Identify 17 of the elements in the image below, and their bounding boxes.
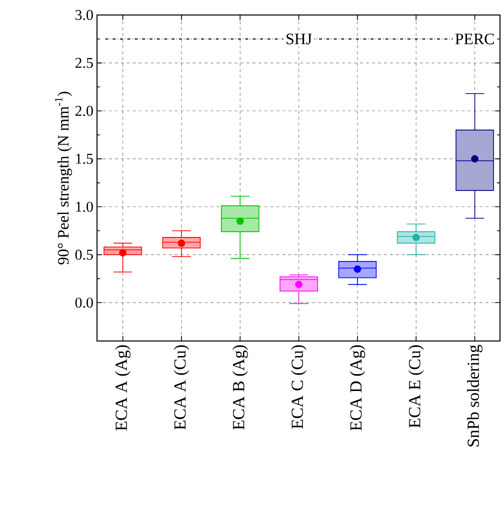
x-tick-label: ECA C (Cu) bbox=[291, 345, 306, 429]
x-tick-label: ECA A (Cu) bbox=[174, 345, 190, 430]
y-tick-label: 1.5 bbox=[76, 154, 93, 164]
x-tick-label: ECA D (Ag) bbox=[350, 345, 366, 431]
x-tick-label: ECA E (Cu) bbox=[408, 345, 424, 428]
y-tick-label: 0.5 bbox=[75, 250, 93, 260]
y-tick-label: 0.0 bbox=[75, 298, 93, 308]
annotation: PERC bbox=[455, 34, 494, 44]
y-tick-label: 2.0 bbox=[75, 106, 93, 116]
x-tick-label: ECA A (Ag) bbox=[115, 345, 131, 431]
y-tick-label: 3.0 bbox=[76, 10, 93, 20]
y-tick-label: 2.5 bbox=[75, 58, 93, 68]
y-axis-title: 90° Peel strength (N mm$^{-1}$) bbox=[54, 92, 72, 264]
y-tick-label: 1.0 bbox=[76, 202, 93, 212]
x-tick-label: ECA B (Ag) bbox=[232, 345, 248, 430]
annotation: SHJ bbox=[286, 34, 312, 44]
x-tick-label: SnPb soldering bbox=[467, 344, 482, 446]
